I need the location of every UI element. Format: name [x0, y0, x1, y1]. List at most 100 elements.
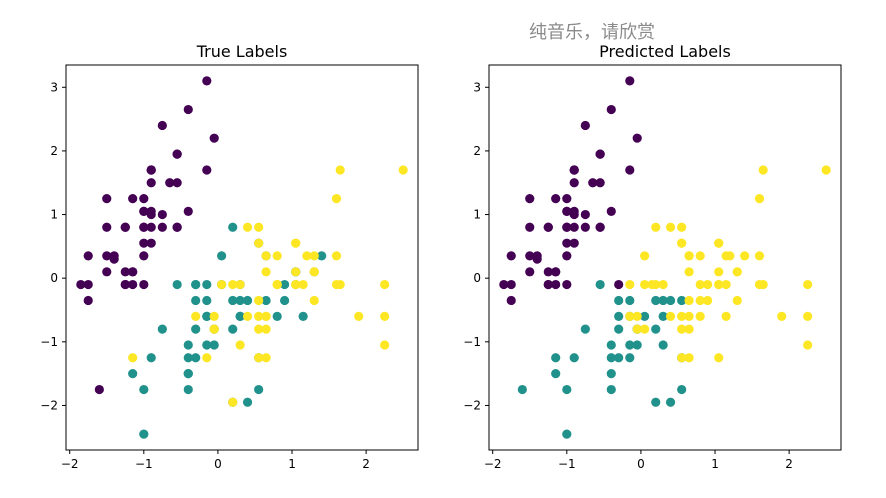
x-tick-label: −1	[135, 457, 153, 471]
scatter-point	[569, 178, 579, 188]
subplot-title: Predicted Labels	[599, 42, 731, 61]
scatter-points	[76, 76, 408, 439]
scatter-point	[139, 251, 149, 261]
scatter-point	[640, 311, 650, 321]
scatter-point	[695, 311, 705, 321]
overlay-watermark-title: 纯音乐，请欣赏	[529, 22, 655, 43]
scatter-point	[677, 311, 687, 321]
scatter-point	[209, 133, 219, 143]
scatter-point	[714, 267, 724, 277]
scatter-point	[632, 324, 642, 334]
scatter-point	[721, 311, 731, 321]
scatter-point	[183, 384, 193, 395]
scatter-point	[754, 251, 765, 261]
scatter-point	[272, 251, 282, 261]
x-tick-label: −2	[484, 457, 502, 471]
scatter-point	[146, 165, 156, 175]
y-tick-label: 0	[50, 271, 58, 285]
scatter-point	[191, 295, 201, 306]
y-tick-label: −2	[463, 398, 481, 412]
scatter-point	[183, 340, 193, 350]
scatter-point	[242, 295, 253, 306]
scatter-point	[580, 222, 590, 232]
scatter-point	[380, 340, 390, 350]
scatter-point	[714, 238, 724, 248]
y-tick-label: −1	[40, 335, 58, 349]
scatter-point	[183, 353, 193, 363]
scatter-point	[183, 206, 193, 216]
scatter-point	[228, 295, 238, 306]
scatter-point	[625, 279, 635, 290]
scatter-point	[651, 222, 661, 232]
scatter-point	[261, 353, 271, 363]
scatter-point	[183, 369, 193, 379]
scatter-point	[157, 324, 167, 334]
scatter-point	[146, 206, 156, 216]
scatter-point	[569, 238, 579, 248]
scatter-point	[165, 178, 175, 188]
scatter-point	[758, 165, 768, 175]
scatter-point	[595, 149, 605, 159]
scatter-point	[254, 222, 264, 232]
scatter-point	[254, 384, 264, 395]
scatter-point	[157, 120, 167, 131]
scatter-point	[721, 279, 731, 290]
scatter-point	[217, 279, 227, 290]
scatter-point	[714, 279, 724, 290]
scatter-point	[254, 295, 264, 306]
subplot-2: Predicted Labels −2 −1 0 1 2 −2 −1 0 1 2 3	[463, 42, 842, 471]
scatter-point	[625, 76, 635, 86]
scatter-point	[651, 324, 661, 334]
scatter-point	[684, 295, 694, 306]
scatter-point	[228, 397, 238, 407]
scatter-point	[684, 267, 694, 277]
scatter-point	[721, 251, 731, 261]
scatter-point	[499, 279, 509, 290]
y-tick-label: 3	[473, 80, 481, 94]
scatter-point	[209, 324, 219, 334]
scatter-point	[732, 267, 742, 277]
scatter-point	[146, 238, 156, 248]
scatter-point	[695, 279, 705, 290]
scatter-point	[76, 279, 86, 290]
scatter-point	[803, 279, 813, 290]
scatter-point	[506, 251, 516, 261]
scatter-point	[625, 353, 635, 363]
scatter-point	[569, 206, 579, 216]
scatter-point	[102, 267, 112, 277]
scatter-point	[625, 165, 635, 175]
scatter-point	[525, 222, 535, 232]
scatter-point	[202, 311, 212, 321]
scatter-point	[658, 279, 668, 290]
scatter-point	[625, 295, 635, 306]
scatter-point	[595, 279, 605, 290]
scatter-point	[172, 279, 182, 290]
scatter-point	[228, 279, 238, 290]
scatter-point	[242, 311, 253, 321]
scatter-point	[139, 279, 149, 290]
scatter-point	[291, 267, 301, 277]
scatter-point	[335, 165, 345, 175]
scatter-point	[157, 222, 167, 232]
scatter-point	[684, 311, 694, 321]
scatter-point	[202, 76, 212, 86]
scatter-point	[94, 384, 104, 395]
scatter-point	[551, 194, 561, 204]
scatter-point	[209, 311, 219, 321]
scatter-point	[120, 222, 130, 232]
scatter-point	[532, 251, 542, 261]
y-tick-label: 3	[50, 80, 58, 94]
scatter-point	[139, 222, 149, 232]
y-tick-label: 1	[473, 208, 481, 222]
scatter-point	[569, 165, 579, 175]
scatter-point	[632, 133, 642, 143]
scatter-point	[803, 340, 813, 350]
scatter-point	[588, 178, 598, 188]
scatter-point	[640, 279, 650, 290]
scatter-point	[242, 222, 253, 232]
scatter-point	[191, 279, 201, 290]
scatter-point	[139, 206, 149, 216]
scatter-point	[647, 279, 657, 290]
scatter-point	[665, 222, 676, 232]
